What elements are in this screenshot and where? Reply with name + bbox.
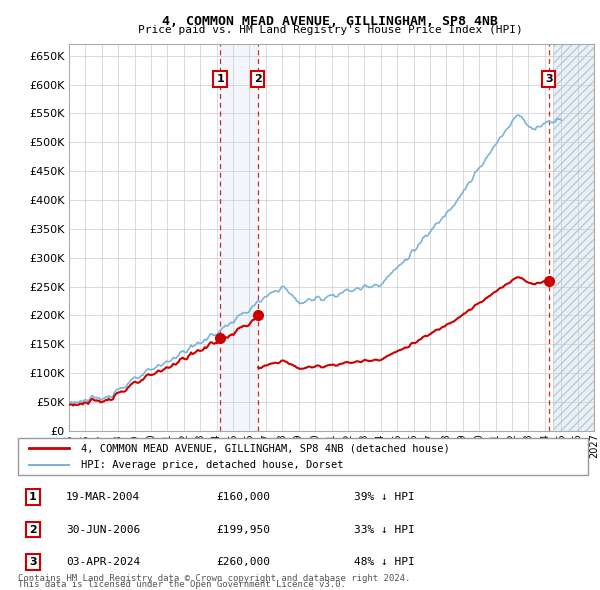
Text: 1: 1 <box>216 74 224 84</box>
Text: 19-MAR-2004: 19-MAR-2004 <box>66 492 140 502</box>
Text: 48% ↓ HPI: 48% ↓ HPI <box>354 557 415 567</box>
Text: 33% ↓ HPI: 33% ↓ HPI <box>354 525 415 535</box>
Bar <box>553 44 594 431</box>
Text: 39% ↓ HPI: 39% ↓ HPI <box>354 492 415 502</box>
Bar <box>220 44 257 431</box>
Text: Price paid vs. HM Land Registry's House Price Index (HPI): Price paid vs. HM Land Registry's House … <box>137 25 523 35</box>
Bar <box>553 44 594 431</box>
Text: 4, COMMON MEAD AVENUE, GILLINGHAM, SP8 4NB (detached house): 4, COMMON MEAD AVENUE, GILLINGHAM, SP8 4… <box>80 443 449 453</box>
FancyBboxPatch shape <box>18 438 588 475</box>
Text: £199,950: £199,950 <box>216 525 270 535</box>
Text: 2: 2 <box>254 74 262 84</box>
Text: Contains HM Land Registry data © Crown copyright and database right 2024.: Contains HM Land Registry data © Crown c… <box>18 574 410 583</box>
Text: 30-JUN-2006: 30-JUN-2006 <box>66 525 140 535</box>
Text: 1: 1 <box>29 492 37 502</box>
Text: This data is licensed under the Open Government Licence v3.0.: This data is licensed under the Open Gov… <box>18 581 346 589</box>
Text: £260,000: £260,000 <box>216 557 270 567</box>
Text: 3: 3 <box>545 74 553 84</box>
Text: HPI: Average price, detached house, Dorset: HPI: Average price, detached house, Dors… <box>80 460 343 470</box>
Text: £160,000: £160,000 <box>216 492 270 502</box>
Text: 3: 3 <box>29 557 37 567</box>
Text: 03-APR-2024: 03-APR-2024 <box>66 557 140 567</box>
Text: 4, COMMON MEAD AVENUE, GILLINGHAM, SP8 4NB: 4, COMMON MEAD AVENUE, GILLINGHAM, SP8 4… <box>162 15 498 28</box>
Text: 2: 2 <box>29 525 37 535</box>
